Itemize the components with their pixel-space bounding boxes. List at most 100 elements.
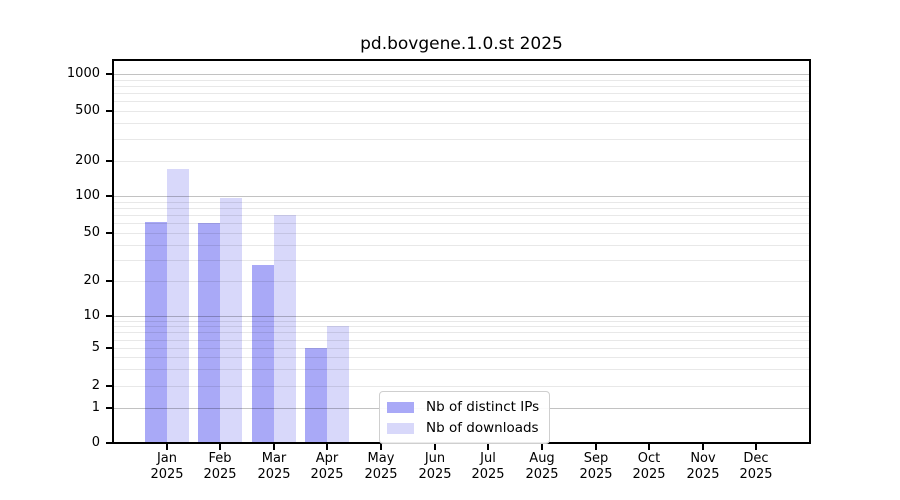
x-axis-tick-label: Jul 2025 — [456, 451, 520, 483]
y-axis-tick — [106, 315, 112, 317]
x-axis-tick-year: 2025 — [579, 467, 613, 482]
minor-gridline — [113, 80, 810, 81]
minor-gridline — [113, 332, 810, 333]
x-axis-tick-label: Jun 2025 — [403, 451, 467, 483]
minor-gridline — [113, 93, 810, 94]
chart-title: pd.bovgene.1.0.st 2025 — [360, 34, 563, 54]
bar-downloads — [327, 326, 349, 443]
minor-gridline — [113, 123, 810, 124]
y-axis-tick-label: 500 — [75, 103, 100, 118]
legend-item-distinct-ips: Nb of distinct IPs — [387, 398, 539, 416]
major-gridline — [113, 316, 810, 317]
bar-distinct-ips — [305, 348, 327, 443]
y-axis-tick-label: 50 — [83, 225, 100, 240]
y-axis-tick-label: 10 — [83, 308, 100, 323]
x-axis-tick-label: Feb 2025 — [188, 451, 252, 483]
bar-downloads — [274, 215, 296, 443]
y-axis-tick-label: 2 — [91, 378, 100, 393]
minor-gridline — [113, 348, 810, 349]
downloads-swatch — [387, 422, 414, 434]
y-axis-tick — [106, 195, 112, 197]
y-axis-tick — [106, 280, 112, 282]
x-axis-tick — [541, 444, 543, 450]
x-axis-tick — [434, 444, 436, 450]
distinct-ips-swatch — [387, 401, 414, 413]
x-axis-tick-label: Mar 2025 — [242, 451, 306, 483]
legend-label: Nb of distinct IPs — [426, 399, 540, 415]
minor-gridline — [113, 369, 810, 370]
top-spine — [112, 59, 811, 61]
x-axis-tick-year: 2025 — [418, 467, 452, 482]
minor-gridline — [113, 161, 810, 162]
x-axis-tick-label: Nov 2025 — [671, 451, 735, 483]
minor-gridline — [113, 281, 810, 282]
y-axis-line — [112, 59, 114, 444]
x-axis-tick — [755, 444, 757, 450]
y-axis-tick-label: 200 — [75, 153, 100, 168]
x-axis-tick-year: 2025 — [739, 467, 773, 482]
x-axis-tick-label: Apr 2025 — [295, 451, 359, 483]
x-axis-tick — [595, 444, 597, 450]
x-axis-tick — [648, 444, 650, 450]
minor-gridline — [113, 223, 810, 224]
minor-gridline — [113, 357, 810, 358]
minor-gridline — [113, 208, 810, 209]
chart-legend: Nb of distinct IPs Nb of downloads — [379, 391, 551, 444]
x-axis-tick-year: 2025 — [150, 467, 184, 482]
y-axis-tick-label: 1 — [91, 400, 100, 415]
bar-distinct-ips — [252, 265, 274, 443]
minor-gridline — [113, 215, 810, 216]
x-axis-tick-year: 2025 — [364, 467, 398, 482]
y-axis-tick — [106, 385, 112, 387]
minor-gridline — [113, 202, 810, 203]
x-axis-tick-year: 2025 — [632, 467, 666, 482]
x-axis-tick-label: Dec 2025 — [724, 451, 788, 483]
minor-gridline — [113, 233, 810, 234]
x-axis-tick-year: 2025 — [310, 467, 344, 482]
right-spine — [809, 59, 811, 444]
x-axis-tick — [326, 444, 328, 450]
minor-gridline — [113, 111, 810, 112]
y-axis-tick-label: 100 — [75, 188, 100, 203]
x-axis-tick — [487, 444, 489, 450]
y-axis-tick — [106, 442, 112, 444]
y-axis-tick-label: 1000 — [66, 66, 100, 81]
x-axis-tick — [702, 444, 704, 450]
x-axis-tick-year: 2025 — [257, 467, 291, 482]
y-axis-tick-label: 0 — [91, 435, 100, 450]
bar-downloads — [167, 169, 189, 443]
x-axis-tick-label: May 2025 — [349, 451, 413, 483]
minor-gridline — [113, 321, 810, 322]
y-axis-tick — [106, 347, 112, 349]
x-axis-tick — [219, 444, 221, 450]
bar-distinct-ips — [145, 222, 167, 443]
y-axis-tick — [106, 160, 112, 162]
x-axis-tick-year: 2025 — [525, 467, 559, 482]
y-axis-tick — [106, 232, 112, 234]
minor-gridline — [113, 101, 810, 102]
x-axis-tick — [273, 444, 275, 450]
legend-item-downloads: Nb of downloads — [387, 419, 539, 437]
minor-gridline — [113, 340, 810, 341]
minor-gridline — [113, 326, 810, 327]
x-axis-tick-year: 2025 — [471, 467, 505, 482]
y-axis-tick-label: 20 — [83, 273, 100, 288]
major-gridline — [113, 74, 810, 75]
x-axis-tick-label: Aug 2025 — [510, 451, 574, 483]
x-axis-tick-label: Jan 2025 — [135, 451, 199, 483]
x-axis-tick-label: Oct 2025 — [617, 451, 681, 483]
minor-gridline — [113, 386, 810, 387]
y-axis-tick — [106, 73, 112, 75]
y-axis-tick — [106, 110, 112, 112]
x-axis-tick — [166, 444, 168, 450]
y-axis-tick-label: 5 — [91, 340, 100, 355]
minor-gridline — [113, 86, 810, 87]
major-gridline — [113, 196, 810, 197]
x-axis-tick — [380, 444, 382, 450]
minor-gridline — [113, 260, 810, 261]
x-axis-tick-year: 2025 — [203, 467, 237, 482]
minor-gridline — [113, 139, 810, 140]
x-axis-tick-label: Sep 2025 — [564, 451, 628, 483]
bar-distinct-ips — [198, 223, 220, 443]
